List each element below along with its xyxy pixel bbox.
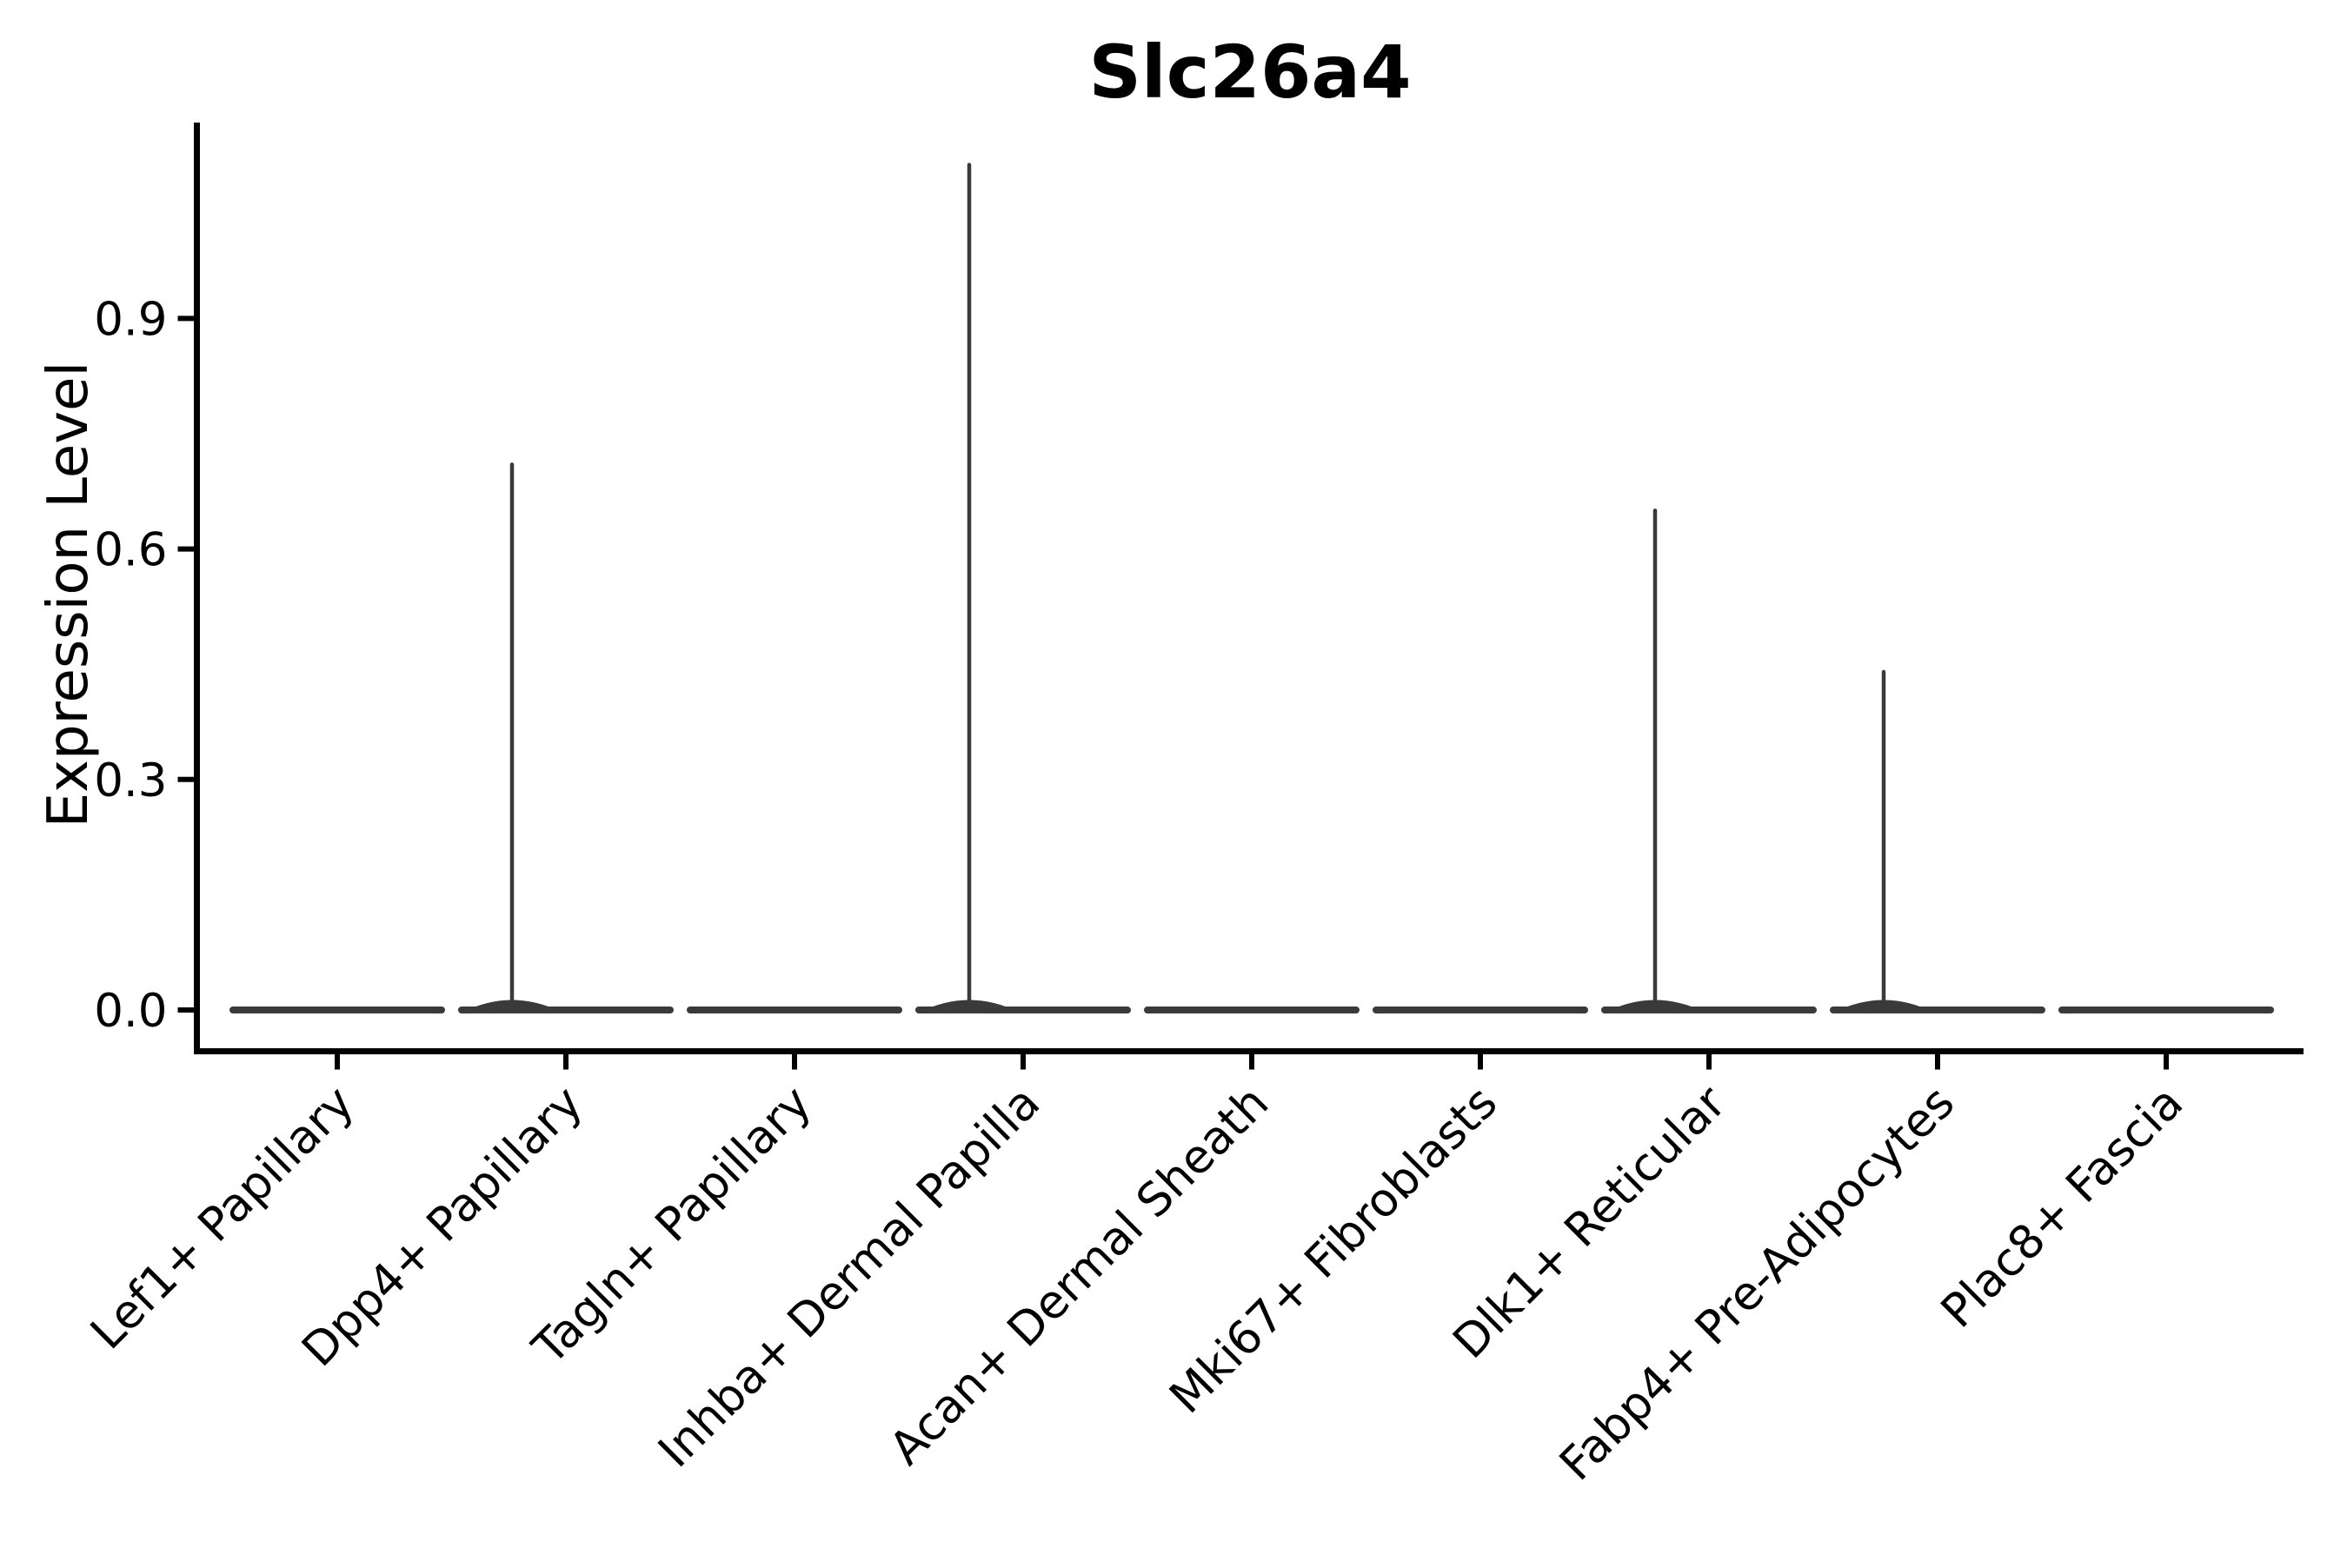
x-tick-label: Acan+ Dermal Sheath <box>880 1076 1279 1475</box>
y-tick-label: 0.9 <box>94 293 167 346</box>
x-tick-label: Inhba+ Dermal Papilla <box>648 1076 1050 1478</box>
y-tick-label: 0.0 <box>94 985 167 1038</box>
y-axis-label: Expression Level <box>37 362 101 828</box>
x-tick-label: Plac8+ Fascia <box>1931 1076 2193 1338</box>
chart-title: Slc26a4 <box>1088 30 1411 115</box>
x-tick-label: Fabp4+ Pre-Adipocytes <box>1550 1076 1965 1491</box>
y-tick-label: 0.6 <box>94 524 167 577</box>
y-tick-label: 0.3 <box>94 754 167 807</box>
